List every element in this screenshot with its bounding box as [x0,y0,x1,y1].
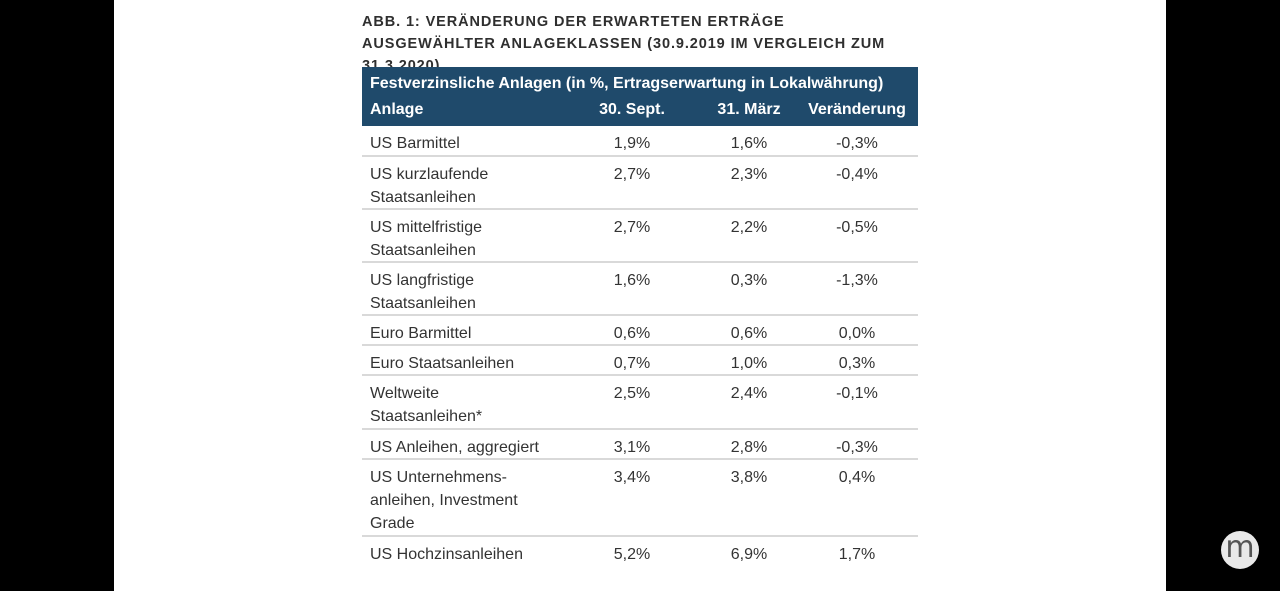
cell-veraenderung: -0,5% [836,219,878,236]
cell-veraenderung: -0,1% [836,385,878,402]
cell-anlage: Euro Staatsanleihen [370,355,515,372]
cell-maerz: 2,4% [730,385,768,402]
cell-veraenderung: 0,4% [838,469,876,486]
cell-anlage: US Hochzinsanleihen [370,546,523,563]
cell-maerz: 3,8% [730,469,768,486]
cell-sept: 0,6% [613,325,651,342]
cell-maerz: 2,2% [730,219,768,236]
cell-anlage: US kurzlaufende Staatsanleihen [370,166,489,206]
cell-sept: 3,4% [613,469,651,486]
column-headers: Anlage 30. Sept. 31. März Veränderung [370,96,910,124]
cell-anlage: US Unternehmens- anleihen, Investment Gr… [370,469,518,532]
document-page: ABB. 1: VERÄNDERUNG DER ERWARTETEN ERTRÄ… [114,0,1166,591]
column-header-veraenderung: Veränderung [808,101,906,118]
column-header-maerz: 31. März [717,101,781,118]
column-header-anlage: Anlage [370,101,424,118]
cell-sept: 1,9% [613,135,651,152]
table-header: Festverzinsliche Anlagen (in %, Ertragse… [362,67,918,126]
table-title: Festverzinsliche Anlagen (in %, Ertragse… [370,75,884,92]
table-row: US Barmittel 1,9% 1,6% -0,3% [362,126,918,157]
table-row: Weltweite Staatsanleihen* 2,5% 2,4% -0,1… [362,376,918,430]
cell-maerz: 2,8% [730,439,768,456]
cell-maerz: 1,0% [730,355,768,372]
cell-sept: 2,5% [613,385,651,402]
cell-veraenderung: -0,3% [836,135,878,152]
table-row: US Anleihen, aggregiert 3,1% 2,8% -0,3% [362,430,918,460]
cell-veraenderung: -1,3% [836,272,878,289]
column-header-sept: 30. Sept. [599,101,665,118]
table-row: US Unternehmens- anleihen, Investment Gr… [362,460,918,537]
cell-maerz: 1,6% [730,135,768,152]
cell-maerz: 0,3% [730,272,768,289]
table-row: Euro Staatsanleihen 0,7% 1,0% 0,3% [362,346,918,376]
cell-sept: 5,2% [613,546,651,563]
table-row: US kurzlaufende Staatsanleihen 2,7% 2,3%… [362,157,918,210]
table-row: US mittelfristige Staatsanleihen 2,7% 2,… [362,210,918,263]
cell-anlage: Weltweite Staatsanleihen* [370,385,483,425]
cell-anlage: US langfristige Staatsanleihen [370,272,476,312]
table-row: Euro Barmittel 0,6% 0,6% 0,0% [362,316,918,346]
table-row: US langfristige Staatsanleihen 1,6% 0,3%… [362,263,918,316]
cell-sept: 0,7% [613,355,651,372]
cell-sept: 2,7% [613,166,651,183]
cell-anlage: US Anleihen, aggregiert [370,439,539,456]
cell-sept: 2,7% [613,219,651,236]
cell-veraenderung: 1,7% [838,546,876,563]
table-row: US Hochzinsanleihen 5,2% 6,9% 1,7% [362,537,918,568]
returns-table: Festverzinsliche Anlagen (in %, Ertragse… [362,67,918,568]
cell-veraenderung: 0,3% [838,355,876,372]
cell-anlage: US mittelfristige Staatsanleihen [370,219,483,259]
cell-veraenderung: 0,0% [838,325,876,342]
cell-veraenderung: -0,3% [836,439,878,456]
cell-anlage: Euro Barmittel [370,325,472,342]
cell-sept: 1,6% [613,272,651,289]
cell-veraenderung: -0,4% [836,166,878,183]
cell-maerz: 0,6% [730,325,768,342]
m-logo-icon: m [1221,531,1259,569]
cell-anlage: US Barmittel [370,135,460,152]
cell-maerz: 2,3% [730,166,768,183]
cell-maerz: 6,9% [730,546,768,563]
cell-sept: 3,1% [613,439,651,456]
